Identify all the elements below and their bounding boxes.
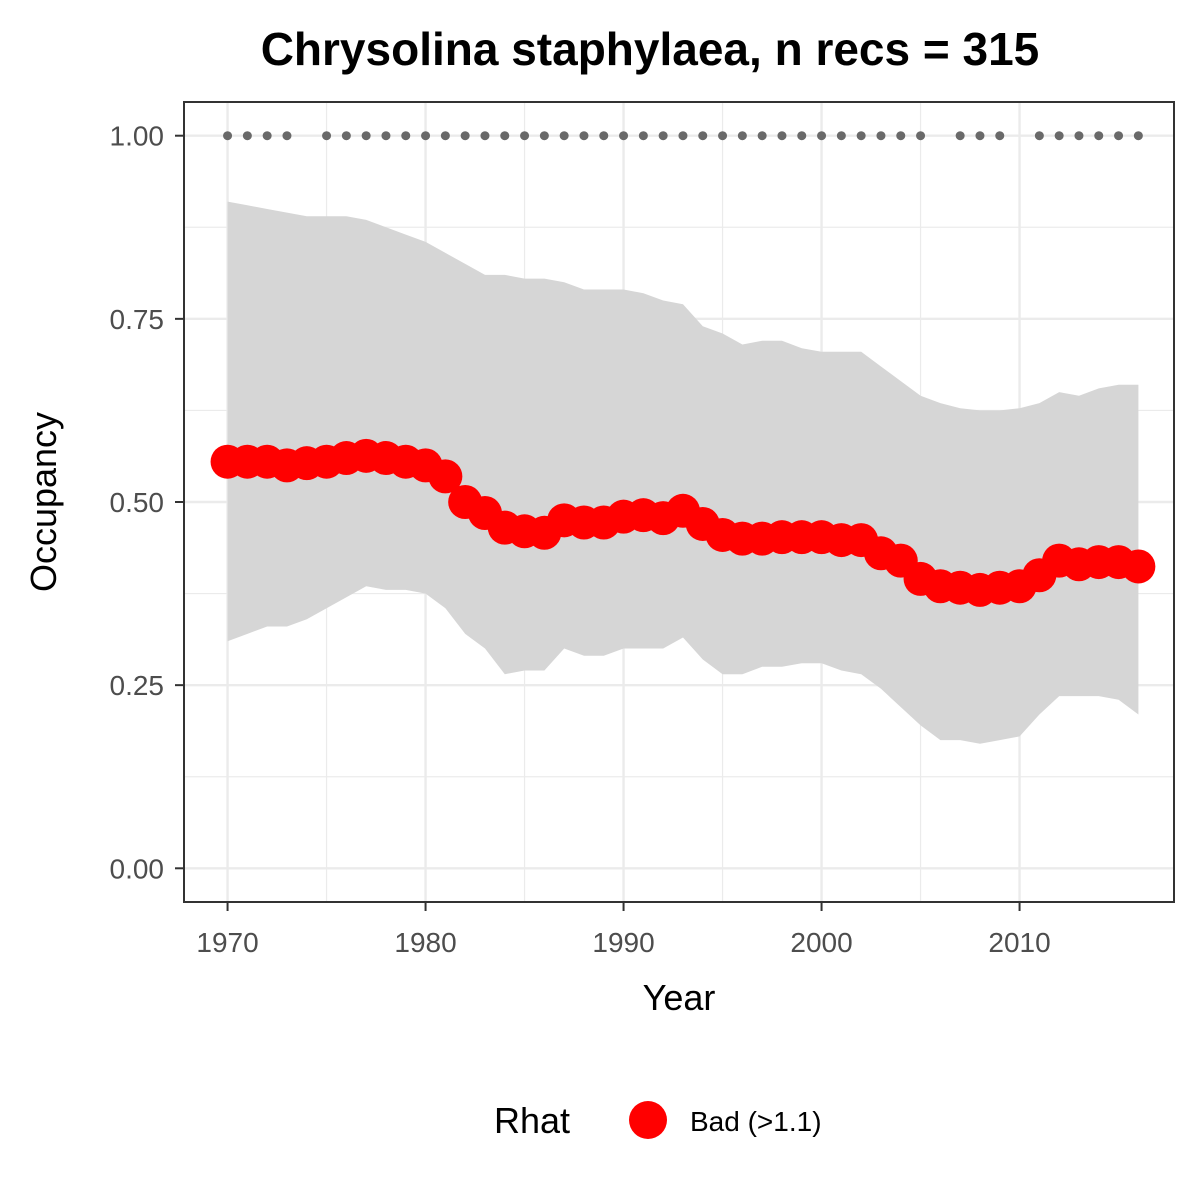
record-dot [777, 131, 786, 140]
legend-key-bad [629, 1101, 667, 1139]
record-dot [718, 131, 727, 140]
y-tick-label: 0.25 [110, 670, 165, 701]
record-dot [560, 131, 569, 140]
record-dot [837, 131, 846, 140]
record-dot [282, 131, 291, 140]
record-dot [243, 131, 252, 140]
record-dot [639, 131, 648, 140]
record-dot [500, 131, 509, 140]
record-dot [1094, 131, 1103, 140]
record-dot [916, 131, 925, 140]
record-dot [480, 131, 489, 140]
record-dot [1114, 131, 1123, 140]
record-dot [857, 131, 866, 140]
record-dot [1035, 131, 1044, 140]
record-dot [758, 131, 767, 140]
x-tick-label: 2000 [790, 927, 852, 958]
record-dot [698, 131, 707, 140]
record-dot [520, 131, 529, 140]
occupancy-point [1121, 549, 1155, 583]
record-dot [540, 131, 549, 140]
record-dot [579, 131, 588, 140]
y-axis: 0.00 0.25 0.50 0.75 1.00 [110, 121, 185, 885]
x-axis: 1970 1980 1990 2000 2010 [196, 902, 1050, 958]
record-dot [381, 131, 390, 140]
record-dot [797, 131, 806, 140]
record-dot [1055, 131, 1064, 140]
x-tick-label: 2010 [988, 927, 1050, 958]
record-dot [421, 131, 430, 140]
x-tick-label: 1980 [394, 927, 456, 958]
record-dot [441, 131, 450, 140]
record-dot [975, 131, 984, 140]
record-dot [1074, 131, 1083, 140]
record-dot [322, 131, 331, 140]
record-dot [263, 131, 272, 140]
legend-label-bad: Bad (>1.1) [690, 1106, 822, 1137]
chart-title: Chrysolina staphylaea, n recs = 315 [261, 23, 1040, 75]
record-dot [817, 131, 826, 140]
record-dot [678, 131, 687, 140]
y-axis-title: Occupancy [23, 412, 64, 592]
y-tick-label: 0.75 [110, 304, 165, 335]
y-tick-label: 1.00 [110, 121, 165, 152]
record-dot [599, 131, 608, 140]
legend: Rhat Bad (>1.1) [494, 1100, 822, 1141]
record-dot [461, 131, 470, 140]
x-axis-title: Year [643, 977, 716, 1018]
x-tick-label: 1990 [592, 927, 654, 958]
record-dot [896, 131, 905, 140]
record-dot [342, 131, 351, 140]
record-dot [956, 131, 965, 140]
record-dot [876, 131, 885, 140]
legend-title: Rhat [494, 1100, 570, 1141]
record-dot [738, 131, 747, 140]
record-dot [362, 131, 371, 140]
y-tick-label: 0.50 [110, 487, 165, 518]
y-tick-label: 0.00 [110, 853, 165, 884]
record-dot [223, 131, 232, 140]
record-dot [619, 131, 628, 140]
x-tick-label: 1970 [196, 927, 258, 958]
record-dot [1134, 131, 1143, 140]
record-dot [659, 131, 668, 140]
record-dot [401, 131, 410, 140]
record-dot [995, 131, 1004, 140]
